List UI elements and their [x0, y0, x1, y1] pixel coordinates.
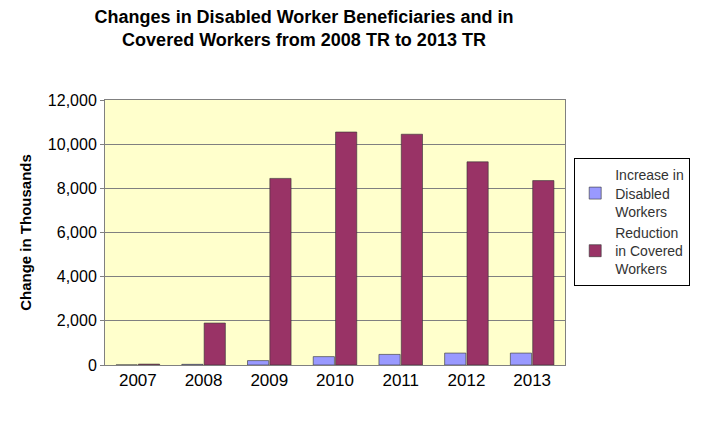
svg-text:2013: 2013	[513, 371, 551, 390]
svg-text:Increase inDisabledWorkers: Increase inDisabledWorkers	[615, 167, 683, 219]
svg-text:2007: 2007	[119, 371, 157, 390]
svg-text:Change in Thousands: Change in Thousands	[17, 154, 34, 311]
svg-text:Changes in Disabled Worker Ben: Changes in Disabled Worker Beneficiaries…	[95, 7, 514, 50]
svg-text:Reductionin CoveredWorkers: Reductionin CoveredWorkers	[615, 225, 683, 277]
svg-text:2010: 2010	[316, 371, 354, 390]
svg-text:4,000: 4,000	[57, 268, 97, 285]
svg-text:2012: 2012	[448, 371, 486, 390]
svg-text:6,000: 6,000	[57, 224, 97, 241]
svg-text:2009: 2009	[250, 371, 288, 390]
svg-text:10,000: 10,000	[48, 136, 97, 153]
svg-text:0: 0	[88, 357, 97, 374]
svg-text:2,000: 2,000	[57, 312, 97, 329]
svg-text:12,000: 12,000	[48, 92, 97, 109]
svg-text:8,000: 8,000	[57, 180, 97, 197]
svg-text:2011: 2011	[382, 371, 419, 390]
svg-text:2008: 2008	[185, 371, 223, 390]
